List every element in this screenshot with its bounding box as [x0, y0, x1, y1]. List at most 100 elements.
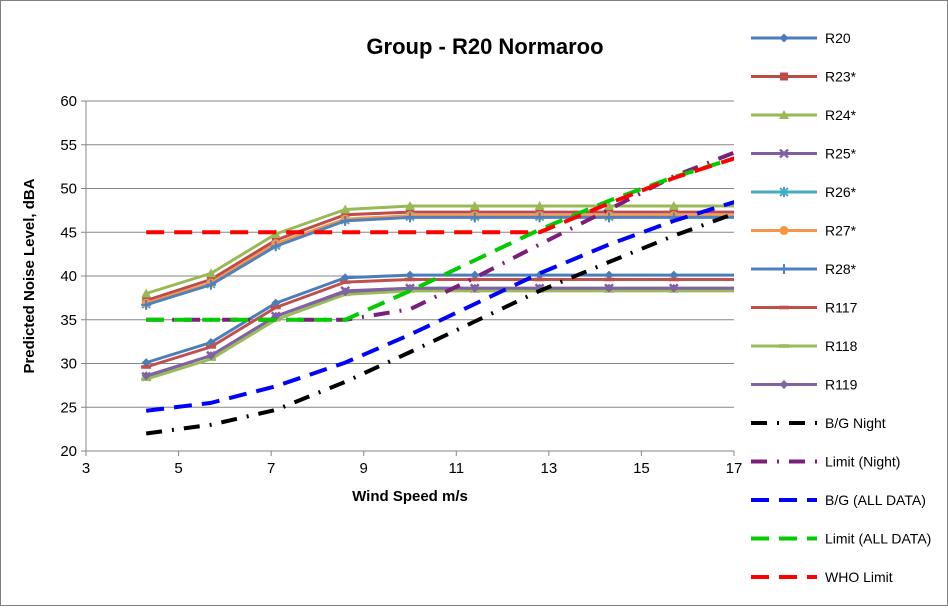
- y-tick-label: 35: [60, 312, 77, 329]
- r20-point: [804, 271, 813, 280]
- legend-label: R119: [825, 377, 858, 393]
- r28-point: [340, 215, 351, 226]
- legend-item-b-g-all-data: B/G (ALL DATA): [751, 492, 926, 508]
- r24-point: [803, 201, 813, 210]
- r24-point: [469, 201, 480, 210]
- r117-point: [205, 345, 216, 349]
- legend-label: R24*: [825, 107, 857, 123]
- legend-item-r27: R27*: [751, 223, 857, 239]
- legend-label: R117: [825, 300, 858, 316]
- r28-point: [469, 212, 480, 223]
- series-who-limit: [146, 156, 734, 235]
- r28-point: [270, 241, 281, 252]
- r117-point: [405, 277, 415, 282]
- r117-point: [534, 277, 545, 282]
- legend-r23-point: [780, 72, 788, 81]
- r119-point: [868, 284, 877, 293]
- series-line-r118: [145, 289, 734, 381]
- r26-point: [804, 212, 812, 222]
- series-line-r20: [145, 273, 734, 365]
- legend-r24-point: [779, 110, 789, 119]
- r20-point: [734, 271, 743, 280]
- r119-point: [206, 351, 216, 361]
- r28-point: [733, 216, 734, 219]
- y-tick-label: 50: [60, 181, 77, 198]
- axes: [81, 100, 735, 456]
- legend-r118-point: [779, 344, 789, 348]
- series-b-g-night: [145, 211, 734, 436]
- legend-item-r24: R24*: [751, 107, 857, 123]
- y-tick-label: 55: [60, 137, 77, 154]
- r28-point: [205, 279, 216, 290]
- r26-point: [869, 212, 877, 222]
- chart-title: Group - R20 Normaroo: [366, 34, 603, 59]
- r119-point: [470, 283, 480, 293]
- r28-point: [405, 212, 415, 223]
- x-axis-label: Wind Speed m/s: [352, 488, 468, 505]
- r119-point: [604, 283, 614, 293]
- legend-item-b-g-night: B/G Night: [751, 415, 886, 431]
- legend-item-limit-night: Limit (Night): [751, 454, 900, 470]
- r23-point: [869, 208, 877, 216]
- r24-point: [733, 209, 734, 210]
- r117-point: [604, 277, 615, 282]
- r117-point: [270, 305, 281, 310]
- series-line-r24: [145, 204, 734, 295]
- legend-item-r26: R26*: [751, 184, 857, 200]
- legend-r25-point: [779, 148, 789, 159]
- r24-point: [141, 288, 152, 298]
- legend-r28-point: [779, 264, 789, 274]
- legend-label: R27*: [825, 223, 857, 239]
- r117-point: [340, 280, 351, 284]
- r118-point: [868, 289, 878, 293]
- legend-item-r119: R119: [751, 377, 858, 393]
- r25-point: [733, 284, 734, 292]
- series-line-b-g-all-data: [145, 200, 734, 413]
- r20-point: [604, 270, 614, 280]
- y-axis-label: Predicted Noise Level, dBA: [21, 178, 38, 373]
- legend-label: WHO Limit: [825, 569, 893, 585]
- r20-point: [405, 270, 415, 280]
- series-r118: [141, 289, 878, 382]
- legend-label: R26*: [825, 184, 857, 200]
- series-line-r119: [145, 286, 734, 378]
- r119-point: [734, 284, 743, 293]
- r28-point: [141, 299, 152, 310]
- r24-point: [868, 201, 878, 210]
- r24-point: [405, 201, 415, 210]
- legend-item-limit-all-data: Limit (ALL DATA): [751, 531, 931, 547]
- x-tick-label: 3: [82, 460, 90, 477]
- r28-point: [868, 212, 878, 222]
- r24-point: [668, 201, 679, 210]
- r119-point: [804, 284, 813, 293]
- r27-point: [734, 211, 743, 220]
- r119-point: [669, 283, 679, 293]
- y-tick-label: 30: [60, 356, 77, 373]
- legend-r26-point: [779, 187, 789, 197]
- legend-item-r25: R25*: [751, 146, 857, 162]
- y-tick-label: 45: [60, 224, 77, 241]
- r20-point: [470, 270, 480, 280]
- r119-point: [340, 287, 350, 297]
- legend-label: Limit (ALL DATA): [825, 531, 931, 547]
- legend-item-r117: R117: [751, 300, 858, 316]
- r20-point: [868, 271, 877, 280]
- legend-label: B/G (ALL DATA): [825, 492, 926, 508]
- r20-point: [669, 270, 679, 280]
- series-b-g-all-data: [145, 200, 734, 413]
- y-tick-label: 60: [60, 93, 77, 110]
- legend-r20-point: [779, 33, 789, 43]
- legend-label: R118: [825, 338, 858, 354]
- x-tick-label: 15: [633, 460, 650, 477]
- series-line-who-limit: [146, 156, 734, 235]
- series-line-r117: [145, 278, 734, 369]
- r117-point: [668, 277, 679, 282]
- series-r20: [141, 270, 877, 368]
- x-tick-label: 9: [360, 460, 368, 477]
- y-tick-label: 40: [60, 268, 77, 285]
- legend-r119-point: [779, 380, 789, 389]
- r26-point: [733, 213, 734, 220]
- legend-r117-point: [779, 305, 789, 310]
